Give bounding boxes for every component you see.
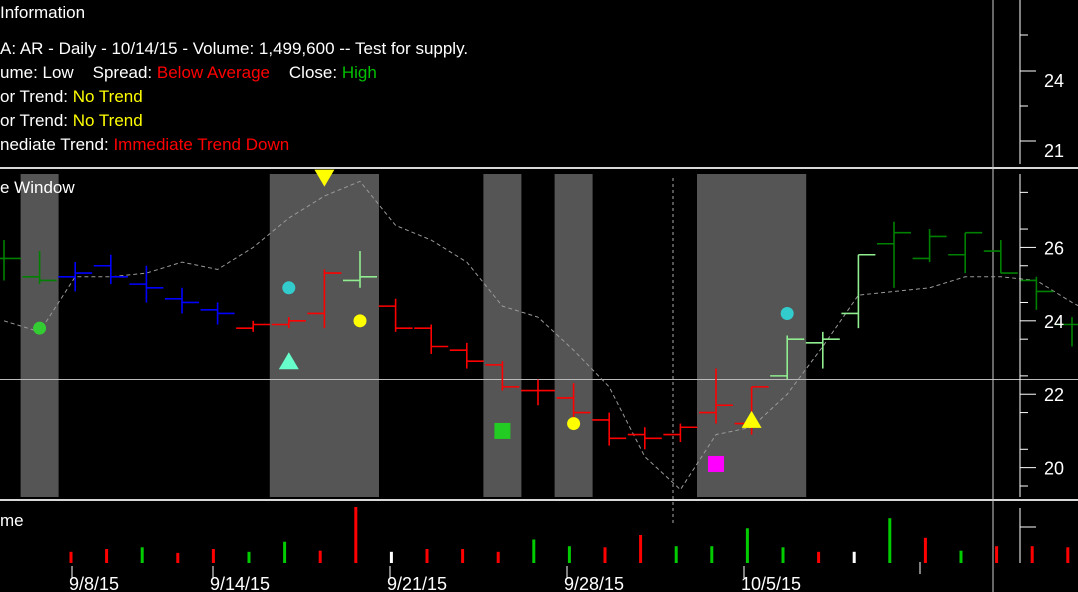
date-axis-label: 9/8/15: [69, 574, 119, 592]
price-bar: [592, 412, 627, 446]
price-bar: [0, 240, 21, 281]
price-bar: [343, 251, 377, 288]
signal-triangle-up-marker: [278, 352, 299, 370]
price-bar: [129, 265, 164, 303]
info-axis-label: 21: [1044, 141, 1064, 161]
price-bar: [200, 302, 235, 325]
signal-circle-marker: [780, 306, 794, 320]
price-bar: [627, 427, 662, 450]
signal-circle-marker: [33, 321, 47, 335]
price-axis-label: 22: [1044, 385, 1064, 405]
price-axis-label: 20: [1044, 459, 1064, 479]
price-bar: [236, 320, 271, 332]
info-summary-line: A: AR - Daily - 10/14/15 - Volume: 1,499…: [0, 39, 469, 58]
signal-circle-marker: [282, 281, 296, 295]
price-bar: [307, 269, 342, 329]
price-bar: [770, 335, 805, 380]
price-bar: [877, 221, 911, 288]
signal-circle-marker: [353, 314, 367, 328]
info-axis-label: 24: [1044, 71, 1064, 91]
price-bar: [841, 253, 876, 329]
info-panel-title: Information: [0, 3, 86, 22]
signal-square-marker: [494, 422, 511, 439]
price-bar: [22, 251, 57, 285]
price-bar: [1055, 317, 1078, 347]
close-value: High: [341, 63, 377, 82]
price-bar: [449, 342, 484, 369]
price-bar: [93, 254, 128, 285]
signal-square-marker: [708, 455, 724, 472]
price-bar: [521, 379, 555, 406]
price-bar: [165, 287, 199, 314]
price-bar: [485, 361, 520, 391]
price-bar: [378, 298, 413, 332]
volume-label: ume: Low: [0, 63, 74, 82]
immediate-trend-value: Immediate Trend Down: [113, 135, 290, 154]
trend-value: No Trend: [72, 111, 143, 130]
price-bar: [699, 368, 733, 424]
price-axis-label: 26: [1044, 238, 1064, 258]
price-bar: [663, 423, 698, 442]
volume-window-title: me: [0, 511, 24, 530]
info-panel: Information A: AR - Daily - 10/14/15 - V…: [0, 0, 1010, 168]
date-axis-label: 9/14/15: [210, 574, 270, 592]
close-label: Close:: [288, 63, 338, 82]
date-axis-label: 10/5/15: [741, 574, 801, 592]
price-bar: [556, 383, 591, 424]
signal-triangle-up-marker: [741, 410, 762, 428]
trend-value: No Trend: [72, 87, 143, 106]
date-axis-label: 9/28/15: [564, 574, 624, 592]
price-axis-label: 24: [1044, 312, 1064, 332]
info-trend-line-2: or Trend: No Trend: [0, 111, 143, 131]
trend-label: or Trend:: [0, 87, 69, 106]
shaded-region: [269, 174, 379, 497]
info-volume-spread-close-line: ume: Low Spread: Below Average Close: Hi…: [0, 63, 377, 83]
shaded-region: [483, 174, 522, 497]
trend-label: or Trend:: [0, 111, 69, 130]
shaded-region: [697, 174, 807, 497]
price-bar: [271, 317, 306, 329]
price-bar: [414, 324, 449, 354]
signal-circle-marker: [567, 417, 581, 431]
price-bar: [1019, 276, 1054, 310]
spread-label: Spread:: [92, 63, 153, 82]
panel-separator[interactable]: [0, 499, 1078, 501]
immediate-trend-label: nediate Trend:: [0, 135, 109, 154]
shaded-region: [554, 174, 593, 497]
shaded-region: [20, 174, 59, 497]
info-immediate-trend-line: nediate Trend: Immediate Trend Down: [0, 135, 289, 155]
panel-separator[interactable]: [0, 167, 1078, 169]
price-bar: [58, 262, 93, 292]
info-trend-line-1: or Trend: No Trend: [0, 87, 143, 107]
price-bar: [948, 231, 983, 274]
price-bar: [912, 229, 947, 263]
spread-value: Below Average: [156, 63, 270, 82]
price-bar: [805, 331, 840, 369]
price-window-title: e Window: [0, 178, 75, 197]
date-axis-label: 9/21/15: [387, 574, 447, 592]
moving-average-line: [3, 180, 1078, 491]
price-bar: [983, 240, 1018, 274]
signal-triangle-down-marker: [314, 169, 335, 187]
